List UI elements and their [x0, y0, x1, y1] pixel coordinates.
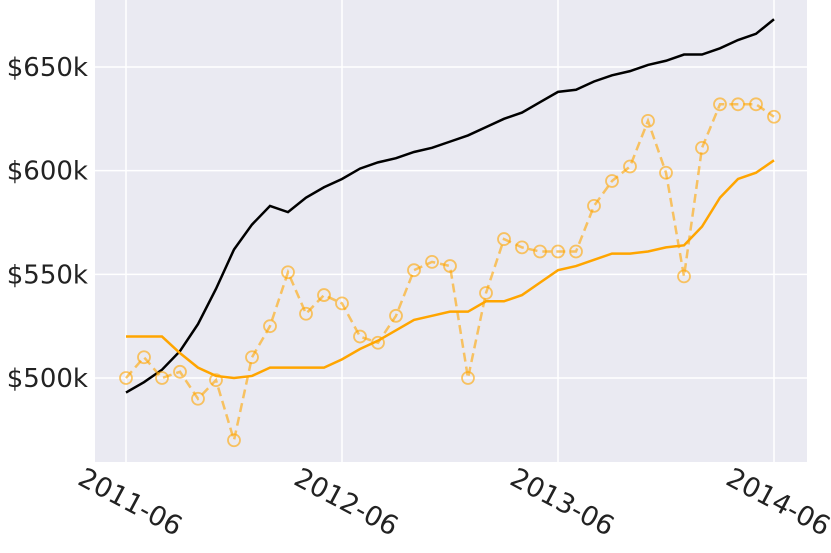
y-tick-label: $550k	[7, 260, 88, 290]
marker	[353, 329, 367, 344]
marker	[767, 109, 781, 124]
y-tick-label: $500k	[7, 364, 88, 394]
marker	[335, 296, 349, 311]
marker	[461, 371, 475, 385]
marker	[713, 97, 727, 112]
marker	[263, 319, 277, 334]
x-tick-label: 2013-06	[505, 462, 619, 542]
x-tick-label: 2011-06	[73, 462, 187, 542]
marker	[443, 259, 457, 273]
marker	[605, 174, 619, 188]
plot-area	[95, 0, 807, 462]
marker	[731, 97, 745, 112]
marker	[587, 199, 601, 213]
marker	[749, 97, 763, 112]
marker	[497, 232, 511, 246]
marker	[317, 288, 331, 302]
marker	[281, 265, 295, 280]
marker	[155, 371, 169, 385]
marker	[407, 263, 421, 278]
y-tick-label: $650k	[7, 53, 88, 83]
marker	[191, 391, 205, 406]
marker	[173, 364, 187, 379]
marker	[137, 350, 151, 365]
marker	[623, 159, 637, 174]
x-tick-label: 2012-06	[289, 462, 403, 542]
marker	[299, 306, 313, 321]
y-tick-label: $600k	[7, 157, 88, 187]
marker	[479, 286, 493, 300]
marker	[641, 113, 655, 128]
line	[126, 159, 775, 380]
marker	[389, 308, 403, 323]
marker	[209, 373, 223, 387]
marker	[425, 254, 439, 269]
marker	[245, 350, 259, 365]
marker	[119, 371, 133, 385]
line	[125, 18, 775, 394]
marker	[551, 244, 565, 259]
marker	[569, 244, 583, 259]
marker	[695, 140, 709, 155]
marker	[677, 269, 691, 284]
marker	[371, 335, 385, 350]
marker	[515, 240, 529, 255]
marker	[533, 244, 547, 259]
line	[125, 103, 775, 441]
x-tick-label: 2014-06	[721, 462, 831, 542]
marker	[659, 165, 673, 180]
marker	[227, 433, 241, 448]
